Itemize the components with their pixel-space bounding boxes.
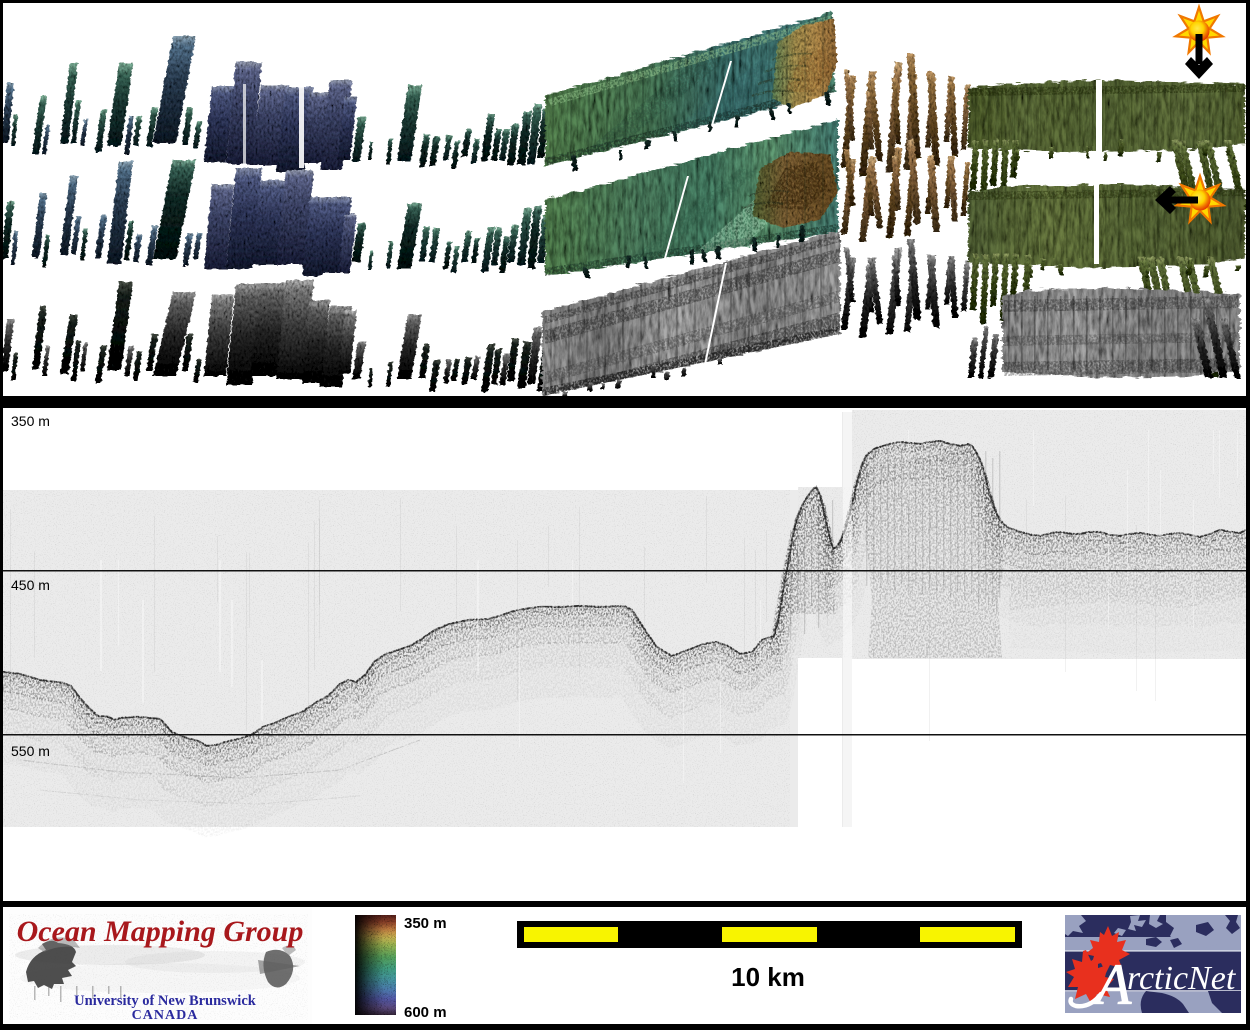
svg-text:600 m: 600 m [404,1004,447,1021]
svg-text:350 m: 350 m [404,915,447,932]
svg-text:450 m: 450 m [11,577,50,593]
svg-text:550 m: 550 m [11,743,50,759]
svg-text:10 km: 10 km [731,962,805,992]
svg-text:CANADA: CANADA [132,1008,199,1023]
svg-text:rcticNet: rcticNet [1127,960,1237,997]
svg-text:350 m: 350 m [11,413,50,429]
svg-text:Ocean Mapping Group: Ocean Mapping Group [17,915,304,948]
svg-text:A: A [1092,952,1132,1017]
svg-text:University of New Brunswick: University of New Brunswick [74,993,257,1009]
